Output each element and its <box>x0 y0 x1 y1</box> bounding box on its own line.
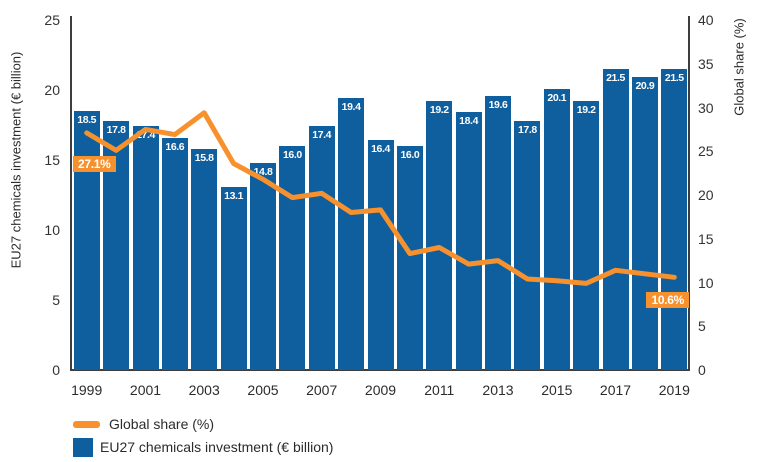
bar-2003: 15.8 <box>191 148 218 370</box>
bar-value-label: 17.8 <box>106 123 126 136</box>
right-tick-0: 0 <box>698 362 706 378</box>
left-tick-15: 15 <box>44 152 60 168</box>
bar-value-label: 19.2 <box>429 104 449 117</box>
bar-value-label: 16.0 <box>400 149 420 161</box>
x-label-2011: 2011 <box>424 382 455 398</box>
bar-value-label: 15.8 <box>194 151 214 164</box>
bar-2011: 19.2 <box>426 101 453 370</box>
legend-item-global-share: Global share (%) <box>73 414 333 434</box>
legend-label-investment: EU27 chemicals investment (€ billion) <box>100 439 334 455</box>
bar-2005: 14.8 <box>250 162 276 370</box>
x-label-2019: 2019 <box>658 382 690 398</box>
legend-label-global-share: Global share (%) <box>109 416 215 432</box>
bar-value-label: 13.1 <box>224 189 244 202</box>
bar-value-label: 18.4 <box>459 115 479 128</box>
x-label-2015: 2015 <box>541 382 573 398</box>
left-tick-10: 10 <box>44 222 60 238</box>
bar-value-label: 18.5 <box>77 114 97 126</box>
bar-2007: 17.4 <box>308 126 335 370</box>
bar-2010: 16.0 <box>396 146 423 370</box>
bar-2002: 16.6 <box>161 137 188 370</box>
x-label-2017: 2017 <box>599 382 632 398</box>
bar-2009: 16.4 <box>367 140 394 370</box>
bar-value-label: 20.9 <box>635 80 655 93</box>
right-tick-40: 40 <box>698 12 714 28</box>
x-label-2001: 2001 <box>129 382 162 398</box>
bar-2018: 20.9 <box>631 77 658 370</box>
bar-2014: 17.8 <box>514 120 541 370</box>
bar-value-label: 21.5 <box>606 72 625 84</box>
bar-value-label: 19.2 <box>576 104 596 117</box>
x-label-2003: 2003 <box>188 382 220 398</box>
right-axis-title: Global share (%) <box>731 18 747 116</box>
left-tick-20: 20 <box>44 82 60 98</box>
bar-value-label: 19.4 <box>341 101 361 114</box>
orange-line-swatch-icon <box>73 420 100 428</box>
right-tick-30: 30 <box>698 99 714 116</box>
bar-value-label: 17.8 <box>517 123 537 136</box>
bar-2017: 21.5 <box>602 69 629 370</box>
bar-2013: 19.6 <box>485 95 511 370</box>
bar-value-label: 16.0 <box>282 149 302 161</box>
left-tick-5: 5 <box>52 292 60 308</box>
plot-area: 18.5 17.8 17.4 16.6 15.8 13.1 14.8 16.0 17.4 19.4… <box>72 20 689 370</box>
bar-2019: 21.5 <box>661 69 688 370</box>
right-tick-5: 5 <box>698 318 706 335</box>
x-axis-line <box>70 369 690 371</box>
bar-2001: 17.4 <box>132 126 159 370</box>
bar-value-label: 19.6 <box>488 98 508 111</box>
bar-2016: 19.2 <box>573 101 600 370</box>
x-label-2013: 2013 <box>482 382 514 398</box>
blue-square-swatch-icon <box>73 437 93 457</box>
x-label-2005: 2005 <box>247 382 279 398</box>
x-label-1999: 1999 <box>71 382 103 398</box>
bar-value-label: 14.8 <box>253 165 273 178</box>
bar-value-label: 16.6 <box>165 140 185 153</box>
line-value-callout: 27.1% <box>73 155 116 172</box>
right-axis-line <box>688 16 690 371</box>
bar-1999: 18.5 <box>73 111 100 370</box>
x-label-2009: 2009 <box>364 382 397 398</box>
bar-value-label: 17.4 <box>312 129 332 142</box>
bar-2015: 20.1 <box>543 88 570 370</box>
right-tick-15: 15 <box>698 230 714 247</box>
bar-2008: 19.4 <box>338 98 365 370</box>
bar-value-label: 17.4 <box>136 129 155 142</box>
line-value-callout: 10.6% <box>646 292 689 309</box>
right-tick-20: 20 <box>698 187 714 203</box>
bar-value-label: 20.1 <box>547 91 567 104</box>
right-tick-25: 25 <box>698 143 714 160</box>
left-axis-title: EU27 chemicals investment (€ billion) <box>8 51 24 269</box>
bar-value-label: 21.5 <box>664 72 684 84</box>
bar-value-label: 16.4 <box>371 143 390 156</box>
left-tick-25: 25 <box>44 12 60 28</box>
legend: Global share (%) EU27 chemicals investme… <box>73 414 333 460</box>
bar-2012: 18.4 <box>455 112 482 370</box>
x-label-2007: 2007 <box>306 382 338 398</box>
right-tick-35: 35 <box>698 55 714 72</box>
bar-2004: 13.1 <box>220 186 247 370</box>
right-tick-10: 10 <box>698 274 714 291</box>
left-tick-0: 0 <box>52 362 60 378</box>
left-axis-line <box>70 16 72 371</box>
legend-item-investment: EU27 chemicals investment (€ billion) <box>73 437 333 457</box>
bar-2006: 16.0 <box>279 146 306 370</box>
